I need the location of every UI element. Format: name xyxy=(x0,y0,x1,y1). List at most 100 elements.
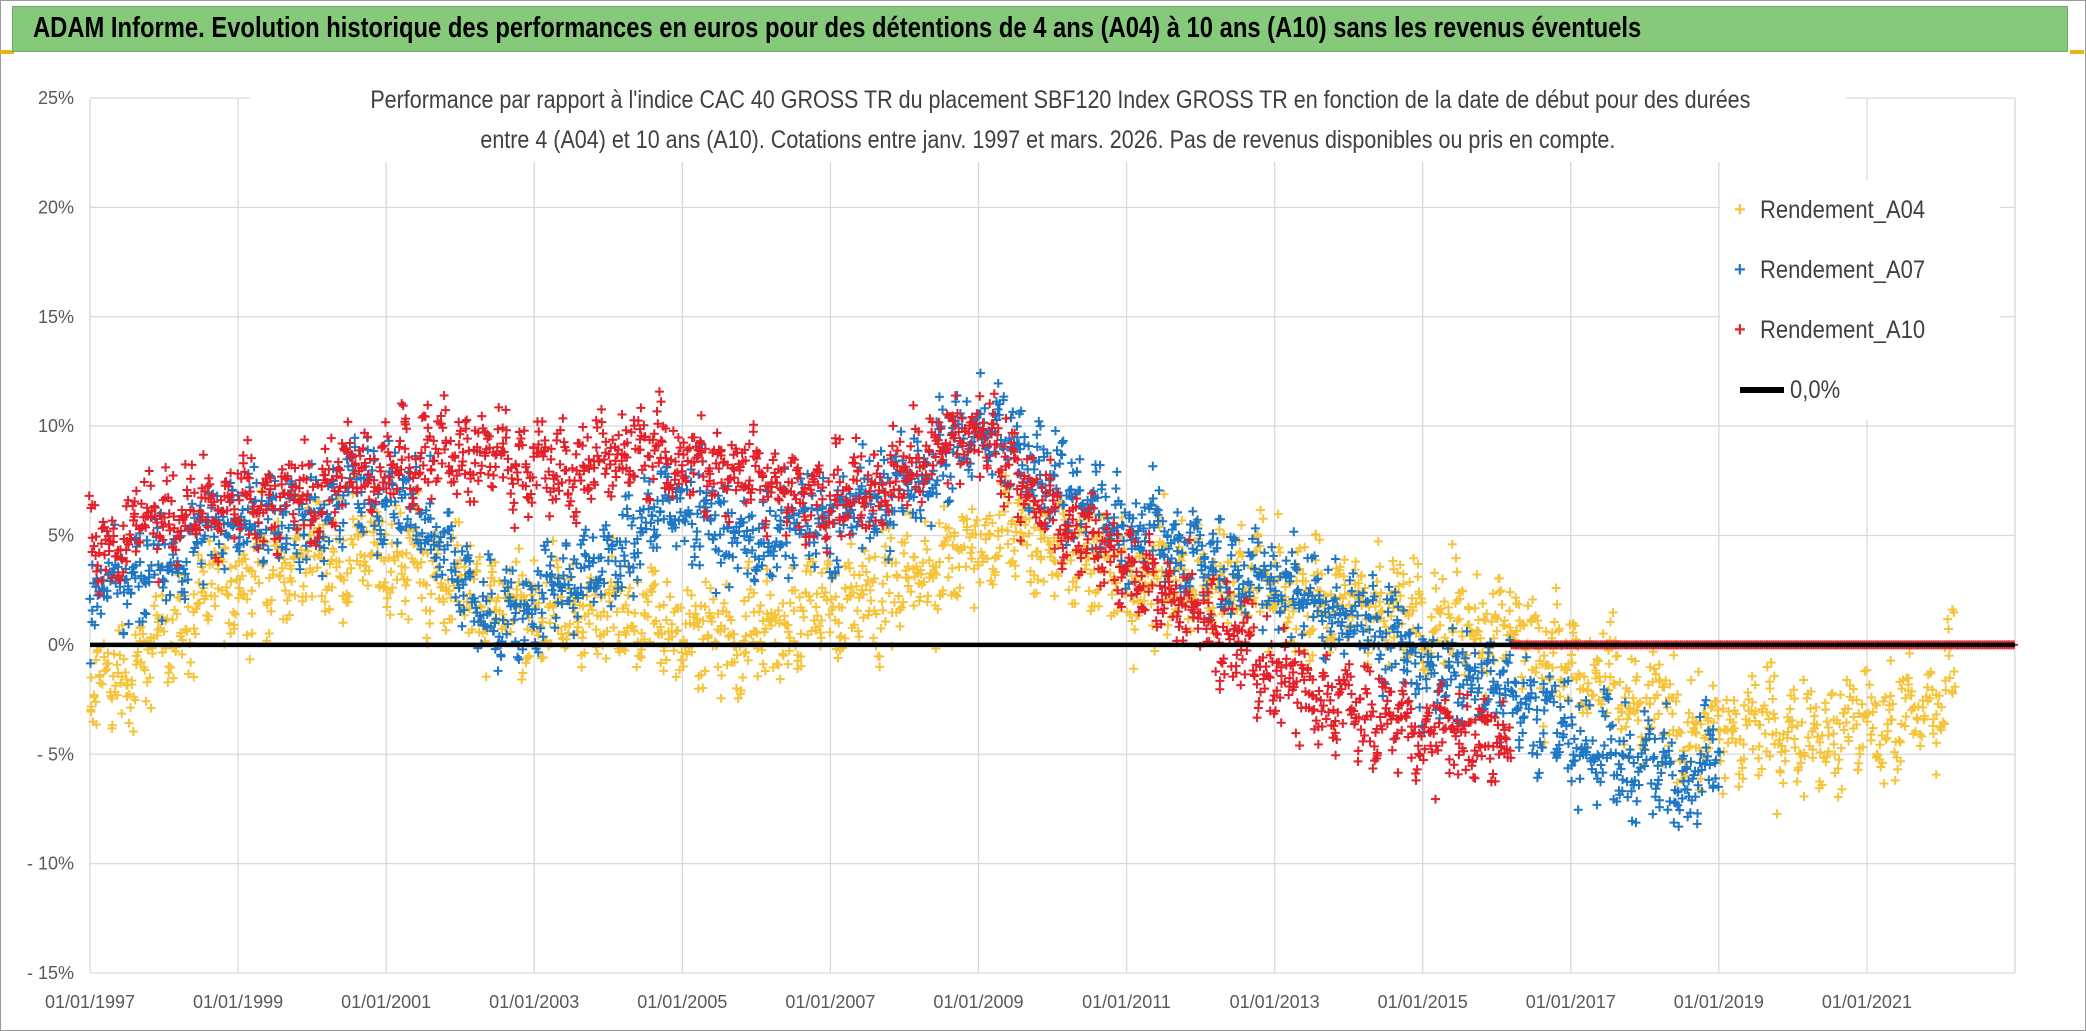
point-Rendement_A10-565 xyxy=(545,511,555,521)
point-Rendement_A07-1623 xyxy=(1405,628,1415,638)
point-Rendement_A04-1538 xyxy=(1339,571,1349,581)
point-Rendement_A07-1296 xyxy=(1140,503,1150,513)
point-Rendement_A04-42 xyxy=(119,654,129,664)
point-Rendement_A04-322 xyxy=(346,563,356,573)
point-Rendement_A04-63 xyxy=(136,622,146,632)
point-Rendement_A07-1609 xyxy=(1394,619,1404,629)
point-Rendement_A07-525 xyxy=(511,608,521,618)
point-Rendement_A07-284 xyxy=(317,571,327,581)
point-Rendement_A04-288 xyxy=(320,606,330,616)
point-Rendement_A04-720 xyxy=(671,672,681,682)
point-Rendement_A07-771 xyxy=(711,588,721,598)
point-Rendement_A10-518 xyxy=(508,505,518,515)
point-Rendement_A04-1041 xyxy=(931,569,941,579)
point-Rendement_A07-664 xyxy=(627,520,637,530)
point-Rendement_A07-465 xyxy=(463,550,473,560)
point-Rendement_A04-1822 xyxy=(1568,628,1578,638)
point-Rendement_A04-2125 xyxy=(1815,737,1825,747)
point-Rendement_A07-530 xyxy=(518,614,528,624)
point-Rendement_A04-955 xyxy=(861,567,871,577)
point-Rendement_A07-1453 xyxy=(1267,542,1277,552)
point-Rendement_A07-143 xyxy=(200,531,210,541)
point-Rendement_A04-1343 xyxy=(1177,515,1187,525)
point-Rendement_A04-1105 xyxy=(985,529,995,539)
point-Rendement_A07-431 xyxy=(434,537,444,547)
point-Rendement_A07-267 xyxy=(301,554,311,564)
point-Rendement_A07-1772 xyxy=(1528,740,1538,750)
point-Rendement_A10-548 xyxy=(532,480,542,490)
point-Rendement_A04-367 xyxy=(382,602,392,612)
point-Rendement_A04-1184 xyxy=(1050,591,1060,601)
point-Rendement_A04-2185 xyxy=(1864,708,1874,718)
point-Rendement_A04-1042 xyxy=(933,604,943,614)
point-Rendement_A04-342 xyxy=(363,581,373,591)
point-Rendement_A07-824 xyxy=(757,560,767,570)
point-Rendement_A07-1213 xyxy=(1072,466,1082,476)
point-Rendement_A07-1128 xyxy=(1004,433,1014,443)
point-Rendement_A04-195 xyxy=(242,594,252,604)
point-Rendement_A04-679 xyxy=(636,652,646,662)
point-Rendement_A04-954 xyxy=(863,575,873,585)
point-Rendement_A07-1737 xyxy=(1499,666,1509,676)
point-Rendement_A07-171 xyxy=(223,531,233,541)
point-Rendement_A07-1667 xyxy=(1442,680,1452,690)
point-Rendement_A07-237 xyxy=(277,521,287,531)
point-Rendement_A04-2220 xyxy=(1893,764,1903,774)
point-Rendement_A07-1967 xyxy=(1686,757,1696,767)
point-Rendement_A04-545 xyxy=(529,555,539,565)
point-Rendement_A04-1065 xyxy=(952,591,962,601)
point-Rendement_A04-683 xyxy=(639,634,649,644)
point-Rendement_A07-1056 xyxy=(945,496,955,506)
point-Rendement_A04-1024 xyxy=(918,558,928,568)
point-Rendement_A04-1703 xyxy=(1472,626,1482,636)
point-Rendement_A07-1409 xyxy=(1233,565,1243,575)
point-Rendement_A04-1190 xyxy=(1053,571,1063,581)
point-Rendement_A04-107 xyxy=(172,609,182,619)
point-Rendement_A07-1619 xyxy=(1402,666,1412,676)
point-Rendement_A04-989 xyxy=(889,597,899,607)
point-Rendement_A07-117 xyxy=(179,587,189,597)
point-Rendement_A07-35 xyxy=(112,588,122,598)
point-Rendement_A07-1985 xyxy=(1701,695,1711,705)
point-Rendement_A07-855 xyxy=(781,551,791,561)
point-Rendement_A07-1295 xyxy=(1139,524,1149,534)
point-Rendement_A04-606 xyxy=(578,601,588,611)
point-Rendement_A04-985 xyxy=(886,533,896,543)
point-Rendement_A10-498 xyxy=(491,462,501,472)
point-Rendement_A04-2052 xyxy=(1757,764,1767,774)
point-Rendement_A07-617 xyxy=(586,578,596,588)
point-Rendement_A07-608 xyxy=(580,549,590,559)
point-Rendement_A07-1204 xyxy=(1067,458,1077,468)
point-Rendement_A07-1448 xyxy=(1265,584,1275,594)
point-Rendement_A07-1506 xyxy=(1313,606,1323,616)
point-Rendement_A04-2271 xyxy=(1934,691,1944,701)
point-Rendement_A07-251 xyxy=(290,540,300,550)
point-Rendement_A10-496 xyxy=(488,470,498,480)
point-Rendement_A04-708 xyxy=(661,655,671,665)
point-Rendement_A04-2049 xyxy=(1754,770,1764,780)
point-Rendement_A04-383 xyxy=(397,569,407,579)
point-Rendement_A04-782 xyxy=(722,660,732,670)
point-Rendement_A07-786 xyxy=(724,582,734,592)
point-Rendement_A04-691 xyxy=(647,587,657,597)
point-Rendement_A04-175 xyxy=(226,629,236,639)
point-Rendement_A04-1886 xyxy=(1621,722,1631,732)
point-Rendement_A04-2267 xyxy=(1931,770,1941,780)
point-Rendement_A07-445 xyxy=(446,521,456,531)
point-Rendement_A04-453 xyxy=(454,517,464,527)
point-Rendement_A07-1442 xyxy=(1259,548,1269,558)
point-Rendement_A04-967 xyxy=(871,609,881,619)
point-Rendement_A07-497 xyxy=(489,626,499,636)
point-Rendement_A04-1165 xyxy=(1033,574,1043,584)
point-Rendement_A04-1601 xyxy=(1388,556,1398,566)
point-Rendement_A07-1672 xyxy=(1446,674,1456,684)
point-Rendement_A04-2165 xyxy=(1849,684,1858,694)
point-Rendement_A04-1867 xyxy=(1604,659,1614,669)
point-Rendement_A07-1400 xyxy=(1226,609,1236,619)
point-Rendement_A04-1163 xyxy=(1031,588,1041,598)
point-Rendement_A07-221 xyxy=(263,514,273,524)
point-Rendement_A07-643 xyxy=(607,540,617,550)
point-Rendement_A04-2068 xyxy=(1769,671,1779,681)
point-Rendement_A10-533 xyxy=(519,426,529,436)
point-Rendement_A04-1083 xyxy=(967,554,977,564)
